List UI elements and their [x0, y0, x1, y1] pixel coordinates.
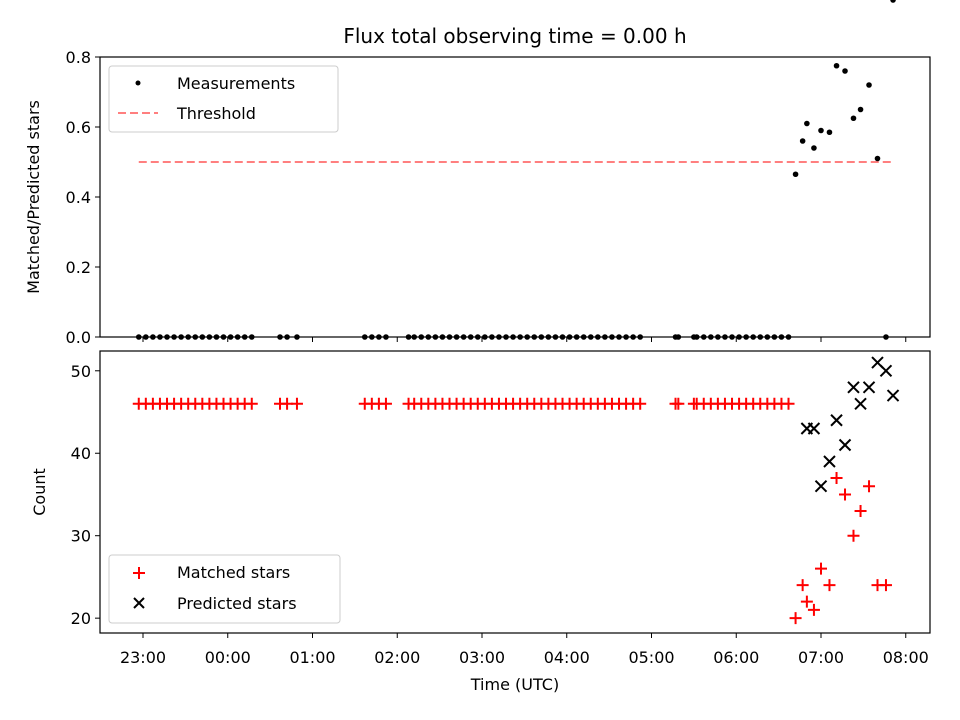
matched-star-point	[796, 579, 809, 592]
top-axes-frame	[99, 56, 931, 338]
x-tick-label: 08:00	[883, 648, 929, 667]
measurement-point	[804, 120, 810, 127]
matched-star-point	[800, 595, 813, 608]
predicted-star-point	[854, 397, 867, 410]
matched-star-point	[789, 612, 802, 625]
predicted-star-point	[823, 455, 836, 468]
predicted-star-point	[814, 480, 828, 493]
top-series	[135, 0, 896, 340]
x-tick-label: 07:00	[798, 648, 844, 667]
top-y-tick-label: 0.2	[66, 258, 91, 277]
bottom-x-ticks: 23:00 00:00 01:00 02:00 03:00 04:00 05:00 06:00…	[120, 633, 929, 667]
measurement-point	[811, 145, 817, 151]
measurement-point	[842, 68, 848, 74]
matched-star-point	[672, 397, 685, 410]
x-tick-label: 23:00	[120, 648, 166, 667]
bottom-axes-frame	[99, 350, 931, 634]
top-y-axis-label: Matched/Predicted stars	[24, 100, 43, 294]
x-tick-label: 06:00	[713, 648, 759, 667]
top-y-tick-label: 0.6	[66, 118, 91, 137]
measurement-point	[792, 171, 799, 178]
legend-matched-marker	[133, 567, 145, 579]
legend-threshold-label: Threshold	[176, 104, 256, 123]
matched-star-point	[815, 562, 827, 575]
matched-star-point	[290, 397, 303, 410]
x-tick-label: 04:00	[544, 648, 590, 667]
bottom-y-tick-label: 50	[71, 362, 91, 381]
bottom-legend-box	[108, 554, 341, 624]
top-x-ticks	[142, 337, 907, 342]
matched-star-point	[830, 471, 843, 484]
matched-star-point	[634, 397, 647, 410]
matched-star-point	[823, 579, 836, 592]
bottom-panel: 20 30 40 50 23:00 00:00 01:00 02:00 03:00 04:00 0…	[30, 350, 931, 694]
x-tick-label: 01:00	[289, 648, 335, 667]
matched-star-point	[782, 397, 795, 410]
predicted-star-point	[807, 422, 821, 435]
top-y-tick-label: 0.0	[66, 328, 91, 347]
legend-measurements-marker	[135, 80, 141, 86]
x-axis-label: Time (UTC)	[470, 675, 559, 694]
bottom-legend: Matched stars Predicted stars	[108, 554, 341, 624]
bottom-y-axis-label: Count	[30, 468, 49, 516]
x-tick-label: 00:00	[205, 648, 251, 667]
measurement-point	[890, 0, 896, 3]
bottom-y-tick-label: 20	[71, 609, 91, 628]
matched-star-point	[854, 504, 867, 517]
predicted-star-point	[830, 414, 843, 427]
chart-title: Flux total observing time = 0.00 h	[343, 24, 686, 48]
x-tick-label: 05:00	[628, 648, 674, 667]
top-y-ticks: 0.0 0.2 0.4 0.6 0.8	[66, 48, 100, 347]
bottom-series	[133, 357, 900, 625]
top-y-tick-label: 0.4	[66, 188, 91, 207]
measurement-point	[826, 129, 833, 136]
top-panel: 0.00.20.40.60.8 Matched/Predicted stars …	[24, 0, 931, 347]
predicted-star-point	[886, 389, 900, 402]
measurement-point	[850, 115, 857, 122]
bottom-y-tick-label: 40	[71, 444, 91, 463]
predicted-star-point	[862, 381, 876, 394]
bottom-y-ticks: 20 30 40 50	[71, 362, 100, 628]
top-y-tick-label: 0.8	[66, 48, 91, 67]
measurement-point	[818, 127, 824, 134]
predicted-star-point	[879, 364, 893, 377]
legend-matched-label: Matched stars	[177, 563, 290, 582]
matched-star-point	[839, 488, 852, 501]
top-legend-box	[108, 65, 339, 133]
matched-star-point	[379, 397, 392, 410]
matched-star-point	[879, 579, 892, 592]
legend-measurements-label: Measurements	[177, 74, 295, 93]
x-tick-label: 03:00	[459, 648, 505, 667]
measurement-point	[857, 106, 864, 113]
matched-star-point	[807, 603, 820, 616]
predicted-star-point	[847, 381, 860, 394]
bottom-y-tick-label: 30	[71, 527, 91, 546]
measurement-point	[833, 62, 840, 69]
matched-star-point	[847, 529, 860, 542]
legend-predicted-label: Predicted stars	[177, 594, 297, 613]
matched-star-point	[863, 480, 876, 493]
measurement-point	[866, 82, 872, 88]
legend-predicted-marker	[133, 597, 145, 609]
matched-star-point	[245, 397, 258, 410]
predicted-star-point	[838, 438, 852, 452]
top-legend: Measurements Threshold	[108, 65, 339, 133]
x-tick-label: 02:00	[374, 648, 420, 667]
measurement-point	[874, 155, 881, 162]
measurement-point	[799, 138, 806, 144]
